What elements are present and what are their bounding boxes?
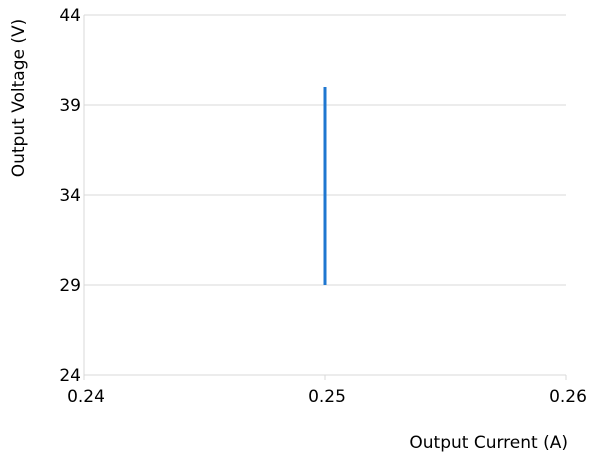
y-tick-label: 29: [59, 276, 81, 296]
x-axis-label: Output Current (A): [409, 433, 568, 453]
x-tick-label: 0.26: [549, 387, 587, 407]
y-tick-labels: 24 29 34 39 44: [59, 6, 81, 386]
axes: [83, 15, 567, 380]
x-tick-label: 0.24: [67, 387, 105, 407]
y-tick-label: 39: [59, 96, 81, 116]
y-tick-label: 24: [59, 366, 81, 386]
x-tick-labels: 0.24 0.25 0.26: [67, 387, 587, 407]
y-tick-label: 44: [59, 6, 81, 26]
x-tick-label: 0.25: [308, 387, 346, 407]
y-axis-label: Output Voltage (V): [9, 19, 29, 178]
y-tick-label: 34: [59, 186, 81, 206]
